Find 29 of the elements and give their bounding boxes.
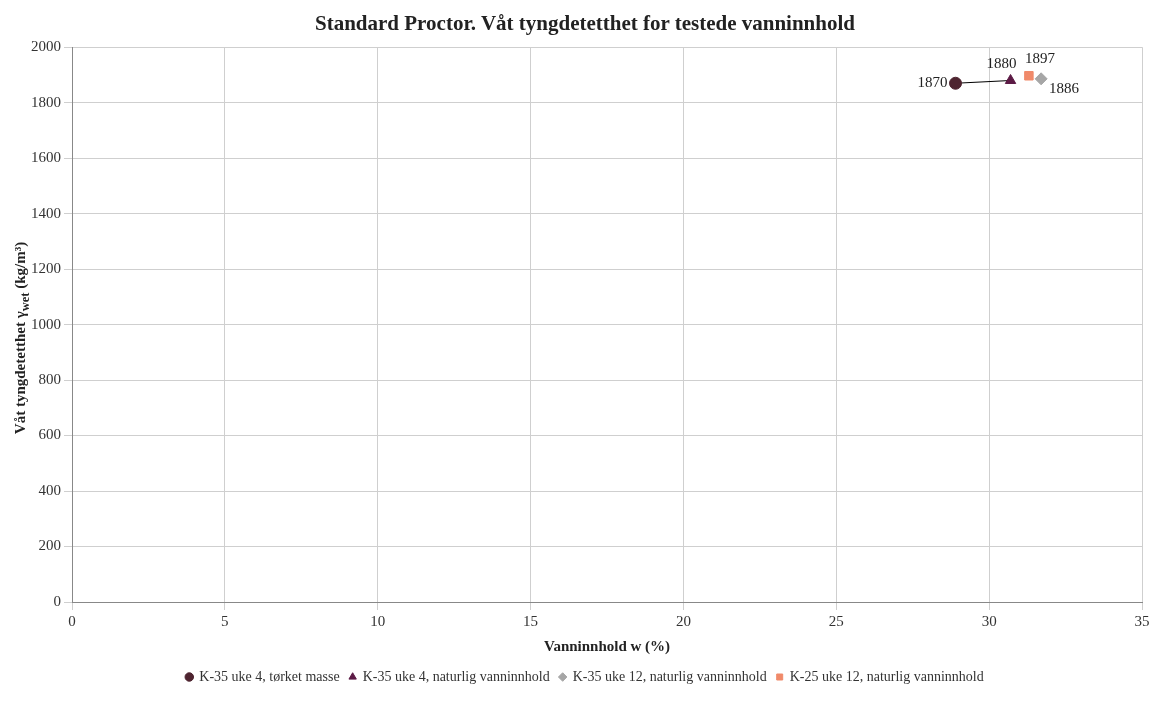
x-tick-label: 35	[1134, 612, 1150, 629]
x-tick-label: 30	[981, 612, 997, 629]
x-tick-label: 20	[675, 612, 691, 629]
legend-label: K-35 uke 4, tørket masse	[199, 668, 340, 684]
y-tick-label: 1800	[31, 93, 61, 110]
y-tick-label: 800	[38, 371, 61, 388]
y-tick-label: 200	[38, 537, 61, 554]
y-tick-label: 1200	[31, 260, 61, 277]
y-tick-label: 2000	[31, 38, 61, 55]
legend-label: K-35 uke 4, naturlig vanninnhold	[362, 668, 550, 684]
x-tick-label: 10	[370, 612, 386, 629]
x-tick-label: 15	[523, 612, 539, 629]
legend-label: K-35 uke 12, naturlig vanninnhold	[572, 668, 767, 684]
data-label: 1870	[917, 74, 948, 91]
x-tick-label: 25	[828, 612, 844, 629]
data-label: 1897	[1024, 50, 1056, 67]
y-tick-label: 1400	[31, 204, 61, 221]
data-label: 1880	[986, 54, 1017, 71]
y-tick-label: 1600	[31, 149, 61, 166]
x-tick-label: 0	[68, 612, 76, 629]
x-axis-title: Vanninnhold w (%)	[543, 637, 671, 655]
y-tick-label: 1000	[31, 315, 61, 332]
y-tick-label: 0	[53, 592, 61, 609]
legend-label: K-25 uke 12, naturlig vanninnhold	[789, 668, 984, 684]
y-tick-label: 600	[38, 426, 61, 443]
data-label: 1886	[1049, 79, 1080, 96]
y-tick-label: 400	[38, 481, 61, 498]
chart-title: Standard Proctor. Våt tyngdetetthet for testede vanninnhold	[315, 11, 856, 36]
x-tick-label: 5	[221, 612, 229, 629]
